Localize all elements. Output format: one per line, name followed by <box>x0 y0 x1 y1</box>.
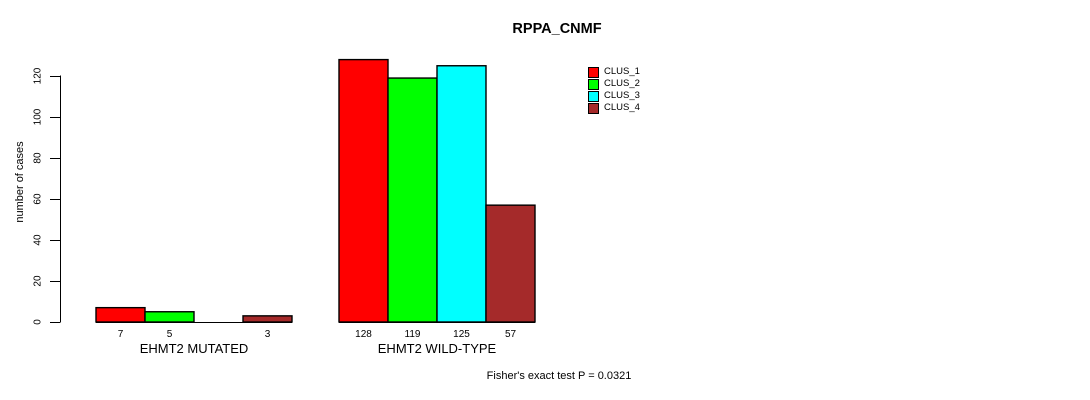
bar-clus-4-ehmt2-mutated <box>242 315 293 323</box>
legend-swatch-clus-2 <box>588 78 599 90</box>
bar-clus-1-ehmt2-wild-type <box>338 58 389 323</box>
legend-swatch-clus-4 <box>588 102 599 114</box>
x-axis-category-label-ehmt2-mutated: EHMT2 MUTATED <box>140 341 249 356</box>
y-axis-tick-label: 60 <box>33 193 44 205</box>
legend-item-clus-4: CLUS_4 <box>588 102 640 114</box>
bar-clus-3-ehmt2-wild-type <box>436 65 487 323</box>
legend-item-clus-1: CLUS_1 <box>588 66 640 78</box>
stat-test-annotation: Fisher's exact test P = 0.0321 <box>486 370 632 382</box>
bar-value-label: 128 <box>355 329 372 340</box>
y-axis-tick-label: 0 <box>33 319 44 325</box>
legend-item-label: CLUS_4 <box>604 102 640 114</box>
legend-swatch-clus-3 <box>588 90 599 102</box>
legend-swatch-clus-1 <box>588 66 599 78</box>
bar-value-label: 3 <box>265 329 271 340</box>
legend-item-clus-3: CLUS_3 <box>588 90 640 102</box>
chart-title: RPPA_CNMF <box>512 21 602 37</box>
bar-value-label: 5 <box>167 329 173 340</box>
bar-clus-2-ehmt2-mutated <box>144 311 195 323</box>
y-axis-tick-label: 80 <box>33 152 44 164</box>
bar-value-label: 119 <box>405 329 421 340</box>
x-axis-category-label-ehmt2-wild-type: EHMT2 WILD-TYPE <box>378 341 497 356</box>
bar-value-label: 57 <box>505 329 517 340</box>
y-axis-tick-label: 40 <box>33 234 44 246</box>
bar-value-label: 125 <box>453 329 470 340</box>
y-axis-tick-label: 120 <box>33 67 44 84</box>
bar-clus-4-ehmt2-wild-type <box>485 204 536 323</box>
bar-value-label: 7 <box>118 329 124 340</box>
legend-item-label: CLUS_1 <box>604 66 640 78</box>
legend-item-label: CLUS_3 <box>604 90 640 102</box>
legend-item-clus-2: CLUS_2 <box>588 78 640 90</box>
legend: CLUS_1 CLUS_2 CLUS_3 CLUS_4 <box>588 66 640 114</box>
legend-item-label: CLUS_2 <box>604 78 640 90</box>
bar-clus-2-ehmt2-wild-type <box>387 77 438 323</box>
y-axis-tick-label: 20 <box>33 275 44 287</box>
y-axis-tick-label: 100 <box>33 108 44 125</box>
bar-clus-1-ehmt2-mutated <box>95 306 146 323</box>
